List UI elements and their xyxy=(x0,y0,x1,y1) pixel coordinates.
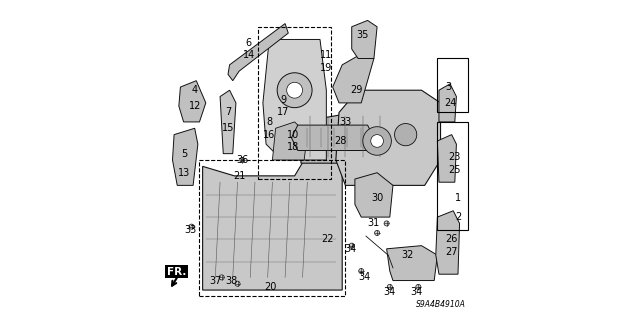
Text: 30: 30 xyxy=(371,193,383,203)
Circle shape xyxy=(363,127,392,155)
Circle shape xyxy=(277,73,312,108)
Text: 9: 9 xyxy=(280,95,287,105)
Text: 14: 14 xyxy=(243,50,255,60)
Polygon shape xyxy=(228,24,288,81)
Text: 31: 31 xyxy=(368,219,380,228)
Text: 12: 12 xyxy=(189,101,201,111)
Polygon shape xyxy=(173,128,198,185)
Bar xyxy=(437,59,467,112)
Text: 32: 32 xyxy=(401,250,413,260)
Text: 34: 34 xyxy=(344,244,356,254)
Text: 37: 37 xyxy=(209,276,221,285)
Text: 34: 34 xyxy=(358,272,371,282)
Circle shape xyxy=(384,221,389,226)
Text: 33: 33 xyxy=(339,117,351,127)
Polygon shape xyxy=(273,122,307,160)
Text: 16: 16 xyxy=(263,130,275,140)
Text: 26: 26 xyxy=(445,234,458,244)
Polygon shape xyxy=(436,211,460,274)
Polygon shape xyxy=(301,106,412,163)
Circle shape xyxy=(358,268,364,274)
Circle shape xyxy=(371,135,383,147)
Text: S9A4B4910A: S9A4B4910A xyxy=(416,300,466,309)
Polygon shape xyxy=(387,246,437,281)
Text: 13: 13 xyxy=(178,168,190,178)
Circle shape xyxy=(394,124,417,146)
Circle shape xyxy=(374,230,380,236)
Text: 34: 34 xyxy=(411,287,423,297)
Bar xyxy=(258,27,331,179)
Text: 8: 8 xyxy=(266,117,272,127)
Text: 7: 7 xyxy=(225,108,231,117)
Text: 38: 38 xyxy=(225,276,237,285)
Text: 15: 15 xyxy=(222,123,234,133)
Circle shape xyxy=(219,275,224,280)
Text: FR.: FR. xyxy=(167,267,186,277)
Polygon shape xyxy=(203,160,342,290)
Text: 4: 4 xyxy=(191,85,198,95)
Text: 25: 25 xyxy=(449,164,461,174)
Text: 22: 22 xyxy=(322,234,334,244)
Polygon shape xyxy=(352,20,377,59)
Bar xyxy=(200,160,346,296)
Circle shape xyxy=(240,157,245,163)
Text: 27: 27 xyxy=(445,247,458,257)
Text: 24: 24 xyxy=(444,98,456,108)
Text: 36: 36 xyxy=(236,155,248,165)
Polygon shape xyxy=(291,125,374,150)
Text: 3: 3 xyxy=(445,82,452,92)
Polygon shape xyxy=(220,90,236,154)
Bar xyxy=(437,122,467,230)
Circle shape xyxy=(189,224,194,229)
Polygon shape xyxy=(333,52,374,103)
Polygon shape xyxy=(179,81,206,122)
Polygon shape xyxy=(439,84,456,122)
Circle shape xyxy=(287,82,303,98)
Text: 2: 2 xyxy=(455,212,461,222)
Polygon shape xyxy=(355,173,393,217)
Circle shape xyxy=(235,281,240,286)
Circle shape xyxy=(387,284,392,289)
Circle shape xyxy=(349,243,355,248)
Polygon shape xyxy=(263,39,326,160)
Text: 1: 1 xyxy=(455,193,461,203)
Text: 21: 21 xyxy=(233,171,245,181)
Text: 20: 20 xyxy=(265,282,277,292)
Text: 28: 28 xyxy=(335,136,347,146)
Text: 34: 34 xyxy=(383,287,396,297)
Text: 6: 6 xyxy=(246,38,252,48)
Text: 17: 17 xyxy=(277,108,290,117)
Polygon shape xyxy=(336,90,440,185)
Text: 11: 11 xyxy=(320,50,332,60)
Text: 10: 10 xyxy=(287,130,299,140)
Polygon shape xyxy=(437,135,456,182)
Text: 29: 29 xyxy=(350,85,363,95)
Text: 18: 18 xyxy=(287,142,299,152)
Text: 33: 33 xyxy=(184,225,196,235)
Text: 23: 23 xyxy=(449,152,461,162)
Text: 5: 5 xyxy=(181,149,188,159)
Circle shape xyxy=(416,284,421,289)
Text: 19: 19 xyxy=(320,63,332,73)
Text: 35: 35 xyxy=(356,30,369,40)
